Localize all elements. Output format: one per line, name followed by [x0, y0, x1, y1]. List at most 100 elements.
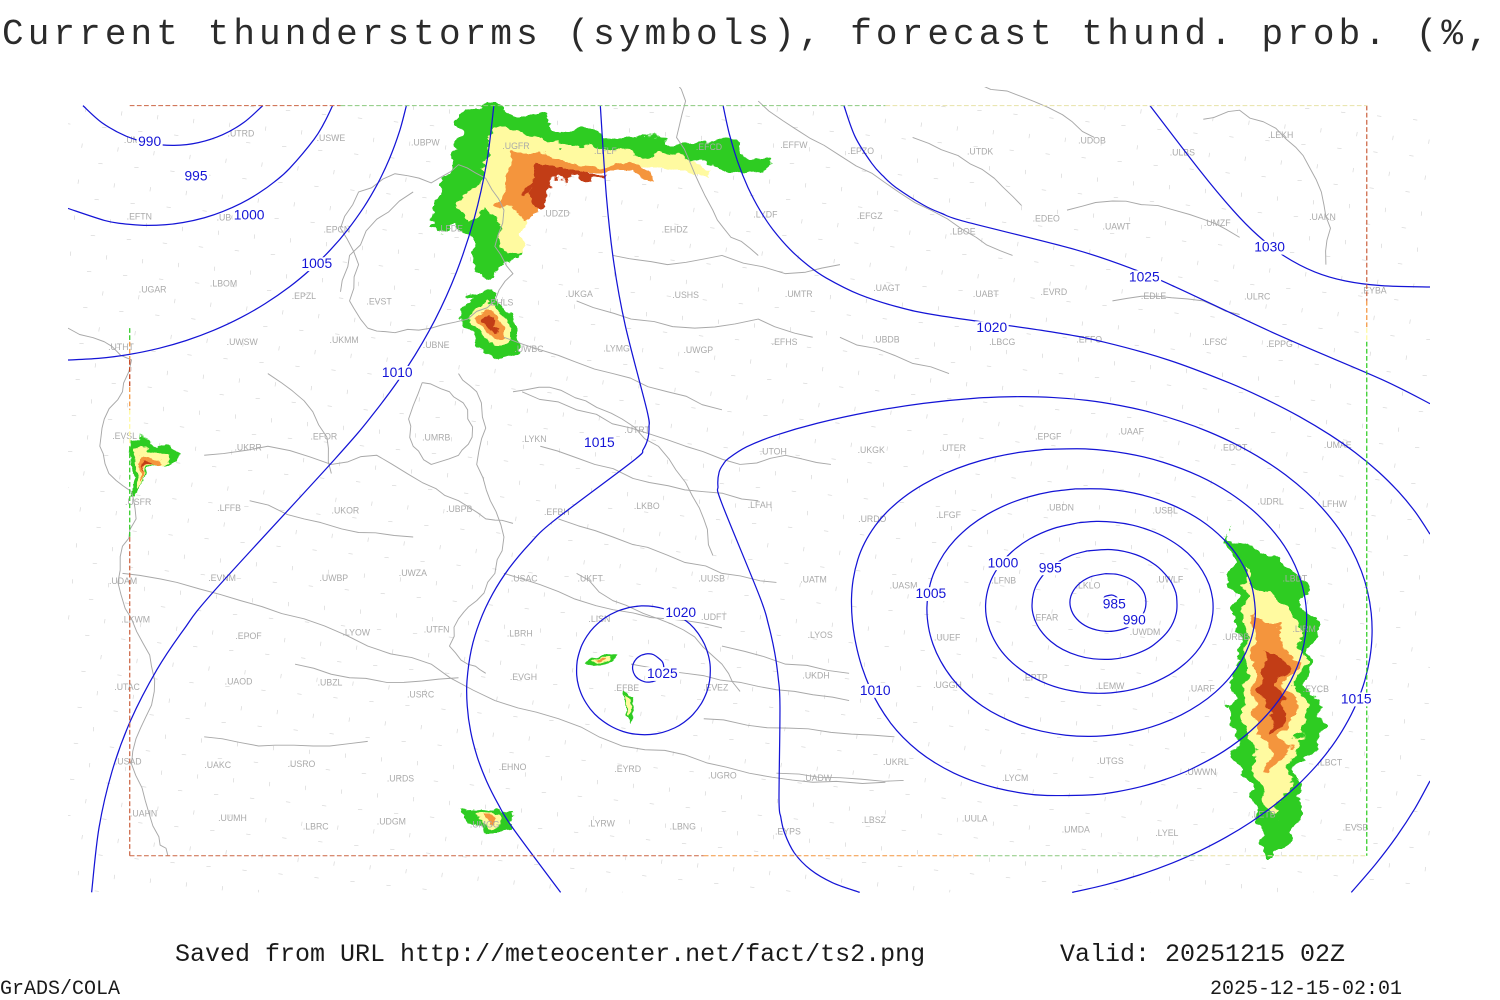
- svg-text:.LBDT: .LBDT: [1282, 573, 1307, 583]
- svg-text:.LKLO: .LKLO: [1076, 581, 1101, 591]
- svg-text:.ULRC: .ULRC: [1244, 291, 1270, 301]
- svg-text:.UWGP: .UWGP: [683, 345, 713, 355]
- svg-text:.EYBA: .EYBA: [1361, 285, 1387, 295]
- svg-text:.UULA: .UULA: [962, 813, 988, 823]
- svg-text:.LFLF: .LFLF: [594, 146, 617, 156]
- svg-text:.EVGH: .EVGH: [510, 672, 537, 682]
- svg-text:.UMDA: .UMDA: [1062, 824, 1090, 834]
- svg-text:.UAWT: .UAWT: [1103, 221, 1132, 231]
- svg-text:.EFAR: .EFAR: [1033, 612, 1058, 622]
- svg-text:.LYKN: .LYKN: [522, 434, 547, 444]
- svg-text:.UAOD: .UAOD: [225, 676, 253, 686]
- svg-text:.EHNO: .EHNO: [499, 762, 527, 772]
- svg-text:.EFFW: .EFFW: [780, 140, 808, 150]
- svg-text:.LKBO: .LKBO: [634, 501, 660, 511]
- svg-text:1020: 1020: [665, 604, 696, 620]
- svg-text:.UKRL: .UKRL: [883, 757, 909, 767]
- svg-text:.EHLS: .EHLS: [488, 297, 513, 307]
- svg-text:1000: 1000: [988, 554, 1019, 570]
- svg-text:.LYOS: .LYOS: [808, 630, 833, 640]
- svg-text:.LBRC: .LBRC: [303, 822, 329, 832]
- svg-text:.EVRD: .EVRD: [1040, 287, 1067, 297]
- svg-text:.UASM: .UASM: [890, 581, 918, 591]
- svg-text:1000: 1000: [234, 207, 265, 223]
- svg-text:.USBL: .USBL: [1153, 506, 1178, 516]
- svg-text:.LETB: .LETB: [1251, 809, 1275, 819]
- svg-text:.EFTN: .EFTN: [127, 211, 152, 221]
- svg-text:.EHDZ: .EHDZ: [662, 224, 689, 234]
- svg-text:.UKMM: .UKMM: [330, 335, 359, 345]
- svg-text:.UATM: .UATM: [800, 575, 827, 585]
- svg-text:1025: 1025: [1129, 268, 1160, 284]
- svg-text:.ULBS: .ULBS: [1170, 148, 1195, 158]
- svg-text:.UMAE: .UMAE: [1324, 440, 1352, 450]
- svg-text:.EYRD: .EYRD: [614, 764, 641, 774]
- svg-text:.USFR: .USFR: [125, 497, 151, 507]
- svg-text:.LKWM: .LKWM: [121, 614, 150, 624]
- svg-text:.UABT: .UABT: [973, 289, 999, 299]
- svg-text:.EFFO: .EFFO: [1076, 335, 1102, 345]
- svg-text:.EPZL: .EPZL: [292, 291, 316, 301]
- svg-text:.LYCM: .LYCM: [1002, 773, 1028, 783]
- svg-text:.LIRM: .LIRM: [1292, 624, 1315, 634]
- svg-text:.UGRO: .UGRO: [708, 771, 737, 781]
- svg-text:.UDGM: .UDGM: [377, 816, 406, 826]
- svg-text:.EYPS: .EYPS: [775, 827, 801, 837]
- svg-text:.UAHN: .UAHN: [130, 809, 157, 819]
- svg-text:.LYEL: .LYEL: [1155, 828, 1178, 838]
- svg-text:1015: 1015: [1341, 690, 1372, 706]
- svg-text:.UKDH: .UKDH: [802, 671, 829, 681]
- svg-text:.UTFN: .UTFN: [424, 624, 450, 634]
- svg-text:.LFFB: .LFFB: [217, 503, 241, 513]
- svg-text:990: 990: [1123, 611, 1146, 627]
- svg-text:.UBZL: .UBZL: [318, 678, 343, 688]
- svg-text:990: 990: [138, 133, 161, 149]
- svg-text:.USRO: .USRO: [288, 759, 316, 769]
- svg-text:.USRC: .USRC: [407, 690, 434, 700]
- svg-text:.UMRB: .UMRB: [422, 433, 450, 443]
- svg-text:.UDFT: .UDFT: [701, 612, 727, 622]
- svg-text:.UTGS: .UTGS: [1097, 756, 1124, 766]
- svg-text:.UMGG: .UMGG: [470, 820, 500, 830]
- svg-text:.UKGA: .UKGA: [566, 289, 593, 299]
- svg-text:.LBOM: .LBOM: [210, 279, 237, 289]
- svg-text:.UAGT: .UAGT: [873, 283, 900, 293]
- svg-text:1030: 1030: [1254, 239, 1285, 255]
- svg-text:.EVST: .EVST: [366, 297, 392, 307]
- svg-text:.UBNE: .UBNE: [423, 340, 450, 350]
- svg-text:1005: 1005: [915, 585, 946, 601]
- svg-text:.LBNG: .LBNG: [670, 821, 696, 831]
- svg-text:1025: 1025: [647, 665, 678, 681]
- svg-text:.UWZA: .UWZA: [399, 568, 427, 578]
- svg-text:1005: 1005: [301, 255, 332, 271]
- svg-text:.LBSZ: .LBSZ: [862, 815, 887, 825]
- svg-text:.UTAC: .UTAC: [114, 682, 140, 692]
- svg-text:.UMZF: .UMZF: [1204, 218, 1231, 228]
- svg-text:.UGFR: .UGFR: [502, 141, 529, 151]
- svg-text:.LFDE: .LFDE: [438, 223, 463, 233]
- svg-text:.UWDM: .UWDM: [1130, 627, 1161, 637]
- svg-text:.LYRW: .LYRW: [588, 819, 616, 829]
- svg-text:.UKOR: .UKOR: [332, 506, 360, 516]
- svg-text:.UAAF: .UAAF: [1118, 426, 1144, 436]
- svg-text:.USHS: .USHS: [672, 290, 699, 300]
- svg-text:.UDRL: .UDRL: [1258, 497, 1284, 507]
- svg-text:.UUSB: .UUSB: [698, 574, 725, 584]
- svg-text:.EPCN: .EPCN: [323, 224, 350, 234]
- svg-text:1020: 1020: [976, 319, 1007, 335]
- svg-text:.UWWN: .UWWN: [1185, 767, 1217, 777]
- svg-text:.UWSW: .UWSW: [227, 337, 259, 347]
- svg-text:.UUEF: .UUEF: [934, 632, 960, 642]
- svg-text:.LFAH: .LFAH: [748, 500, 772, 510]
- svg-text:.UDOB: .UDOB: [1078, 136, 1106, 146]
- svg-text:.LBRH: .LBRH: [507, 629, 533, 639]
- svg-text:.EVSL: .EVSL: [112, 431, 137, 441]
- svg-text:.LFNB: .LFNB: [991, 575, 1016, 585]
- svg-text:.EFCD: .EFCD: [696, 142, 722, 152]
- svg-text:995: 995: [184, 168, 207, 184]
- svg-text:1010: 1010: [860, 682, 891, 698]
- svg-text:.EDEO: .EDEO: [1033, 214, 1060, 224]
- svg-text:.UARF: .UARF: [1188, 683, 1214, 693]
- svg-text:.URDO: .URDO: [858, 514, 886, 524]
- svg-text:.UDAM: .UDAM: [109, 576, 137, 586]
